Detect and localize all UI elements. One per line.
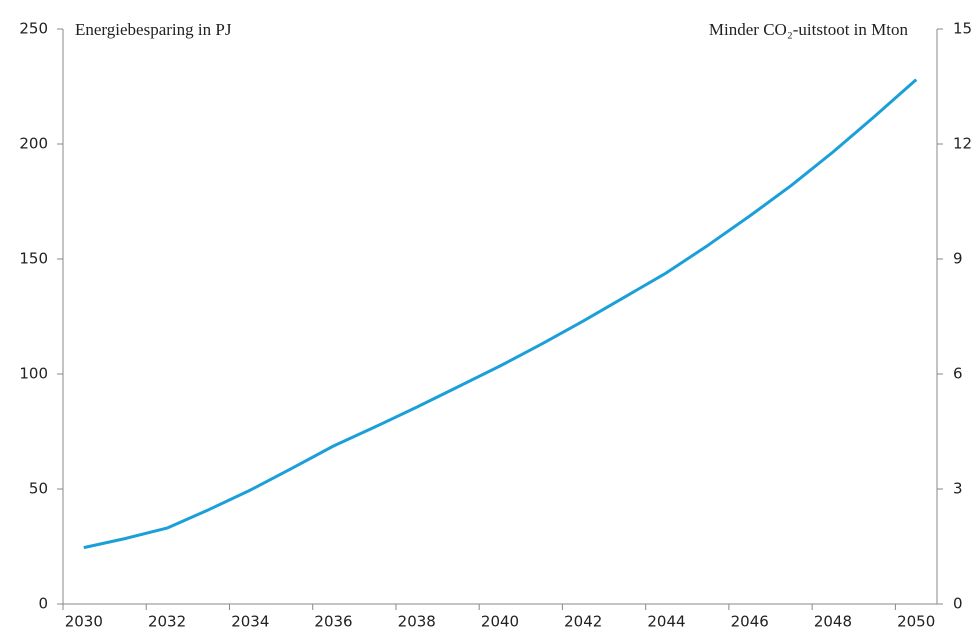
x-tick-label: 2046 bbox=[731, 613, 769, 631]
x-tick-label: 2036 bbox=[314, 613, 352, 631]
data-line bbox=[83, 78, 918, 550]
y2-tick-label: 12 bbox=[953, 135, 972, 153]
x-tick-label: 2034 bbox=[231, 613, 269, 631]
y-tick-label: 250 bbox=[19, 20, 48, 38]
y-axis-title: Energiebesparing in PJ bbox=[75, 20, 232, 39]
x-tick-label: 2038 bbox=[398, 613, 436, 631]
y2-tick-label: 3 bbox=[953, 480, 963, 498]
x-tick-label: 2042 bbox=[564, 613, 602, 631]
x-tick-label: 2048 bbox=[814, 613, 852, 631]
x-tick-label: 2032 bbox=[148, 613, 186, 631]
y2-axis-title: Minder CO₂-uitstoot in Mton bbox=[709, 20, 909, 39]
x-tick-label: 2040 bbox=[481, 613, 519, 631]
y-tick-label: 50 bbox=[29, 480, 48, 498]
y-tick-label: 100 bbox=[19, 365, 48, 383]
y-tick-label: 200 bbox=[19, 135, 48, 153]
x-tick-label: 2044 bbox=[647, 613, 685, 631]
y2-tick-label: 6 bbox=[953, 365, 963, 383]
y2-tick-label: 0 bbox=[953, 595, 963, 613]
y-tick-label: 0 bbox=[38, 595, 48, 613]
y-tick-label: 150 bbox=[19, 250, 48, 268]
x-tick-label: 2030 bbox=[65, 613, 103, 631]
x-tick-label: 2050 bbox=[897, 613, 935, 631]
y2-tick-label: 9 bbox=[953, 250, 963, 268]
y2-tick-label: 15 bbox=[953, 20, 972, 38]
